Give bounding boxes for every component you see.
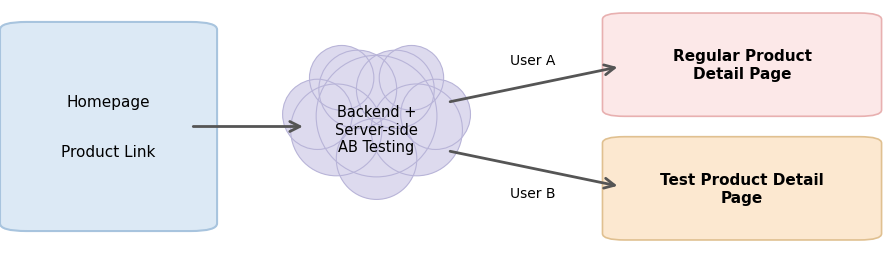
Text: Regular Product
Detail Page: Regular Product Detail Page (672, 49, 812, 82)
Ellipse shape (356, 51, 434, 129)
FancyBboxPatch shape (602, 14, 882, 117)
Ellipse shape (400, 80, 470, 150)
Ellipse shape (283, 80, 353, 150)
Text: User B: User B (510, 186, 556, 200)
Text: Test Product Detail
Page: Test Product Detail Page (660, 172, 824, 205)
Text: Backend +
Server-side
AB Testing: Backend + Server-side AB Testing (335, 105, 418, 154)
FancyBboxPatch shape (602, 137, 882, 240)
Ellipse shape (291, 85, 382, 176)
Ellipse shape (337, 119, 416, 200)
Ellipse shape (319, 51, 397, 129)
Ellipse shape (379, 46, 444, 111)
Ellipse shape (316, 56, 437, 177)
Text: Homepage

Product Link: Homepage Product Link (61, 95, 156, 159)
Text: User A: User A (510, 53, 556, 67)
FancyBboxPatch shape (0, 23, 217, 231)
Ellipse shape (309, 46, 374, 111)
Ellipse shape (371, 85, 462, 176)
